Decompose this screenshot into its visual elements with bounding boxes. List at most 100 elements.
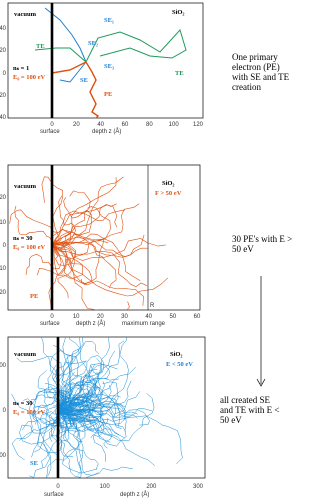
- x-tick-label: 100: [169, 122, 180, 128]
- trajectory: [57, 409, 84, 475]
- label: SE: [80, 77, 88, 84]
- trajectory: [25, 244, 62, 275]
- x-tick-label: 120: [193, 122, 204, 128]
- y-tick-label: 10: [0, 266, 7, 272]
- trajectory: [50, 350, 87, 411]
- x-tick-label: 50: [169, 314, 176, 320]
- trajectory: [55, 337, 81, 411]
- trajectory: [11, 393, 65, 426]
- label: maximum range: [122, 321, 166, 327]
- label: nₛ = 30: [13, 235, 33, 242]
- caption-line: creation: [232, 82, 261, 92]
- trajectory: [51, 177, 117, 246]
- frame: [7, 336, 206, 479]
- trajectory: [59, 61, 87, 83]
- trajectory: [57, 393, 155, 466]
- trajectory: [34, 47, 87, 63]
- label: E₀ = 100 eV: [13, 409, 45, 416]
- caption: all created SE and TE with E <50 eV: [220, 395, 279, 425]
- x-tick-label: 40: [145, 314, 152, 320]
- y-tick-label: 20: [0, 48, 7, 54]
- trajectory: [51, 240, 109, 266]
- trajectory: [51, 244, 130, 310]
- trajectory: [37, 244, 83, 279]
- trajectory: [57, 366, 136, 411]
- trajectory: [57, 396, 94, 431]
- caption: 30 PE's with E >50 eV: [232, 234, 292, 254]
- x-tick-label: 20: [97, 314, 104, 320]
- x-tick-label: 0: [50, 122, 54, 128]
- trajectory: [57, 405, 105, 439]
- label: SE₂: [88, 40, 98, 47]
- trajectory: [34, 409, 59, 453]
- trajectory: [57, 391, 140, 415]
- y-tick-label: 40: [0, 115, 7, 121]
- label: surface: [40, 321, 60, 327]
- trajectory: [14, 205, 53, 245]
- trajectory: [57, 373, 104, 411]
- y-tick-label: 20: [0, 195, 7, 201]
- trajectory: [51, 176, 124, 246]
- x-tick-label: 20: [73, 122, 80, 128]
- trajectory: [57, 337, 84, 411]
- y-tick-label: 0: [3, 71, 7, 77]
- label: surface: [44, 492, 64, 498]
- trajectory: [51, 204, 118, 246]
- trajectory: [51, 237, 105, 285]
- trajectory: [57, 376, 90, 414]
- trajectory: [51, 206, 111, 246]
- x-tick-label: 60: [122, 122, 129, 128]
- frame: [7, 164, 201, 311]
- caption-line: 50 eV: [232, 244, 254, 254]
- label: R: [150, 303, 155, 309]
- label: E₀ = 100 eV: [13, 244, 45, 251]
- frame: [7, 2, 204, 119]
- trajectory: [11, 409, 65, 461]
- trajectory: [57, 363, 118, 413]
- trajectory: [57, 375, 96, 411]
- label: vacuum: [14, 183, 37, 190]
- label: surface: [40, 129, 60, 135]
- trajectory: [85, 29, 187, 63]
- arrow-head: [256, 378, 266, 387]
- trajectory: [57, 409, 98, 474]
- trajectory: [57, 409, 103, 421]
- trajectory: [51, 190, 91, 246]
- label: nₛ = 1: [13, 65, 29, 72]
- label: depth z (Å): [120, 491, 149, 498]
- trajectory: [51, 229, 117, 289]
- trajectory: [57, 337, 97, 412]
- y-tick-label: 20: [0, 290, 7, 296]
- caption-line: all created SE: [220, 395, 270, 405]
- label: vacuum: [14, 11, 37, 18]
- label: E < 50 eV: [166, 361, 193, 368]
- trajectory: [57, 409, 64, 433]
- x-tick-label: 40: [97, 122, 104, 128]
- label: SE₃: [104, 63, 114, 70]
- caption-line: 30 PE's with E >: [232, 234, 292, 244]
- trajectory: [57, 408, 94, 419]
- trajectory: [57, 409, 99, 470]
- caption: One primary electron (PE) with SE and TE cr…: [232, 52, 290, 92]
- panel-1: vacuum SiO₂ SE₁ SE₂ SE₃ SE TE TE PE nₛ =…: [7, 2, 204, 135]
- caption-line: One primary: [232, 52, 278, 62]
- trajectory: [57, 409, 112, 436]
- label: TE: [175, 70, 184, 77]
- trajectory: [46, 409, 81, 478]
- trajectory: [57, 400, 90, 424]
- panel-3: vacuum SiO₂ E < 50 eV nₛ = 30 E₀ = 100 e…: [7, 336, 206, 498]
- x-tick-label: 0: [56, 484, 60, 490]
- trajectory: [57, 355, 104, 411]
- trajectory: [19, 409, 60, 478]
- trajectory: [57, 392, 98, 411]
- caption-line: electron (PE): [232, 62, 280, 72]
- label: SiO₂: [162, 180, 174, 187]
- x-tick-label: 100: [100, 484, 111, 490]
- trajectory: [57, 396, 94, 420]
- x-tick-label: 200: [146, 484, 157, 490]
- trajectory: [57, 385, 95, 415]
- trajectory: [41, 337, 64, 411]
- trajectory: [51, 209, 125, 246]
- label: SE₁: [104, 17, 114, 24]
